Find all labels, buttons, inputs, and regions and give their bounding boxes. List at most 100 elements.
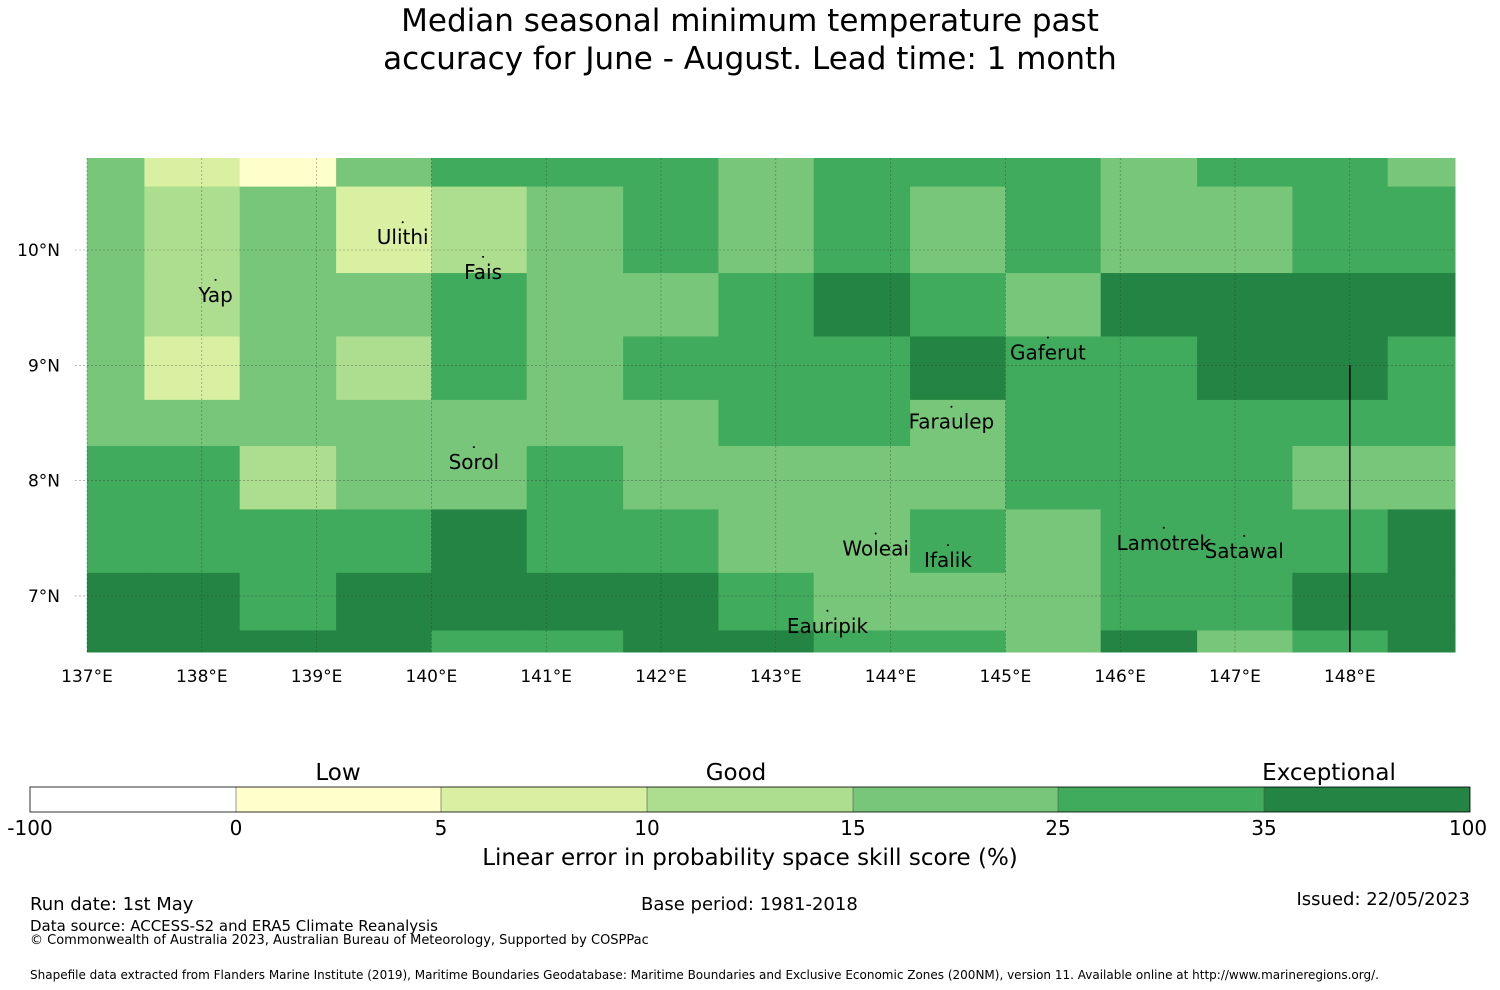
heatmap-cell xyxy=(1005,572,1102,631)
heatmap-cell xyxy=(1292,509,1389,574)
heatmap-cell xyxy=(1387,399,1456,447)
heatmap-cell xyxy=(910,509,1006,574)
heatmap-cell xyxy=(1387,509,1456,574)
heatmap-cell xyxy=(623,572,719,631)
heatmap-cell xyxy=(1197,446,1293,510)
data-source: Data source: ACCESS-S2 and ERA5 Climate … xyxy=(30,917,438,935)
island-marker xyxy=(947,544,949,547)
x-tick-label: 144°E xyxy=(865,667,917,687)
heatmap-cell xyxy=(87,273,145,337)
heatmap-cell xyxy=(239,336,337,401)
heatmap-cell xyxy=(87,446,145,510)
heatmap-cell xyxy=(87,572,145,631)
heatmap-cell xyxy=(526,446,624,510)
x-tick-label: 146°E xyxy=(1094,667,1146,687)
run-date: Run date: 1st May xyxy=(30,894,194,915)
x-tick-label: 141°E xyxy=(520,667,572,687)
heatmap-cell xyxy=(144,158,241,188)
colorbar-segment xyxy=(1058,787,1264,812)
place-label: Ulithi xyxy=(377,225,429,249)
colorbar-tick: 35 xyxy=(1251,816,1277,840)
heatmap-cell xyxy=(431,399,528,447)
heatmap-cell xyxy=(718,630,815,653)
colorbar-tick: 25 xyxy=(1045,816,1071,840)
heatmap-cell xyxy=(1292,336,1389,401)
heatmap-cell xyxy=(431,336,528,401)
heatmap-cell xyxy=(1005,446,1102,510)
heatmap-cell xyxy=(1005,336,1102,401)
heatmap-cell xyxy=(239,509,337,574)
heatmap-cell xyxy=(1197,273,1293,337)
heatmap-cell xyxy=(813,399,911,447)
heatmap-cell xyxy=(718,446,815,510)
heatmap-cell xyxy=(1005,509,1102,574)
heatmap-cell xyxy=(1387,336,1456,401)
heatmap-cell xyxy=(813,446,911,510)
chart-title-line1: Median seasonal minimum temperature past xyxy=(401,3,1099,39)
colorbar-segment xyxy=(441,787,647,812)
heatmap-cell xyxy=(910,336,1006,401)
heatmap-cell xyxy=(336,446,432,510)
heatmap-cell xyxy=(813,336,911,401)
heatmap-cell xyxy=(910,572,1006,631)
heatmap-cell xyxy=(431,273,528,337)
heatmap-cell xyxy=(1292,273,1389,337)
place-label: Woleai xyxy=(842,537,909,561)
heatmap-cell xyxy=(336,158,432,188)
island-marker xyxy=(826,609,829,612)
heatmap-cell xyxy=(336,399,432,447)
heatmap-cell xyxy=(1100,630,1198,653)
heatmap-cell xyxy=(144,630,241,653)
place-label: Eauripik xyxy=(787,614,869,638)
issued-date: Issued: 22/05/2023 xyxy=(1296,889,1470,910)
heatmap-cell xyxy=(1292,158,1389,188)
heatmap-cell xyxy=(431,158,528,188)
island-marker xyxy=(482,255,485,258)
heatmap-cell xyxy=(431,186,528,274)
x-tick-label: 148°E xyxy=(1324,667,1376,687)
island-marker xyxy=(874,532,877,535)
y-tick-label: 10°N xyxy=(17,241,60,261)
island-marker xyxy=(1243,534,1246,537)
base-period: Base period: 1981-2018 xyxy=(641,894,858,915)
colorbar-tick: -100 xyxy=(7,816,53,840)
heatmap-cell xyxy=(239,158,337,188)
colorbar-segment xyxy=(1264,787,1470,812)
heatmap-cell xyxy=(718,399,815,447)
heatmap-cell xyxy=(336,572,432,631)
place-label: Sorol xyxy=(449,450,500,474)
x-tick-label: 142°E xyxy=(635,667,687,687)
heatmap-cell xyxy=(526,572,624,631)
x-tick-label: 145°E xyxy=(980,667,1032,687)
colorbar-label: Linear error in probability space skill … xyxy=(482,845,1018,871)
x-tick-label: 140°E xyxy=(406,667,458,687)
island-marker xyxy=(950,405,953,408)
colorbar-segment xyxy=(236,787,441,812)
heatmap-cell xyxy=(144,572,241,631)
y-tick-label: 9°N xyxy=(28,356,60,376)
heatmap-cell xyxy=(623,336,719,401)
shapefile-note: Shapefile data extracted from Flanders M… xyxy=(30,968,1379,982)
heatmap-cell xyxy=(1100,509,1198,574)
heatmap-cell xyxy=(1292,186,1389,274)
heatmap-cell xyxy=(144,273,241,337)
heatmap-cell xyxy=(623,273,719,337)
heatmap-cell xyxy=(239,572,337,631)
x-tick-label: 137°E xyxy=(61,667,113,687)
heatmap-cell xyxy=(718,186,815,274)
heatmap-cell xyxy=(623,186,719,274)
heatmap-cell xyxy=(144,399,241,447)
heatmap-cell xyxy=(526,509,624,574)
heatmap-cell xyxy=(1005,158,1102,188)
colorbar-tick: 100 xyxy=(1448,816,1488,840)
heatmap-cell xyxy=(336,630,432,653)
island-marker xyxy=(1046,336,1049,339)
heatmap-cell xyxy=(87,399,145,447)
copyright: © Commonwealth of Australia 2023, Austra… xyxy=(30,933,649,948)
y-tick-label: 7°N xyxy=(28,587,60,607)
heatmap-cell xyxy=(526,186,624,274)
place-label: Lamotrek xyxy=(1117,531,1212,555)
colorbar-tick: 0 xyxy=(229,816,243,840)
heatmap-cell xyxy=(526,273,624,337)
